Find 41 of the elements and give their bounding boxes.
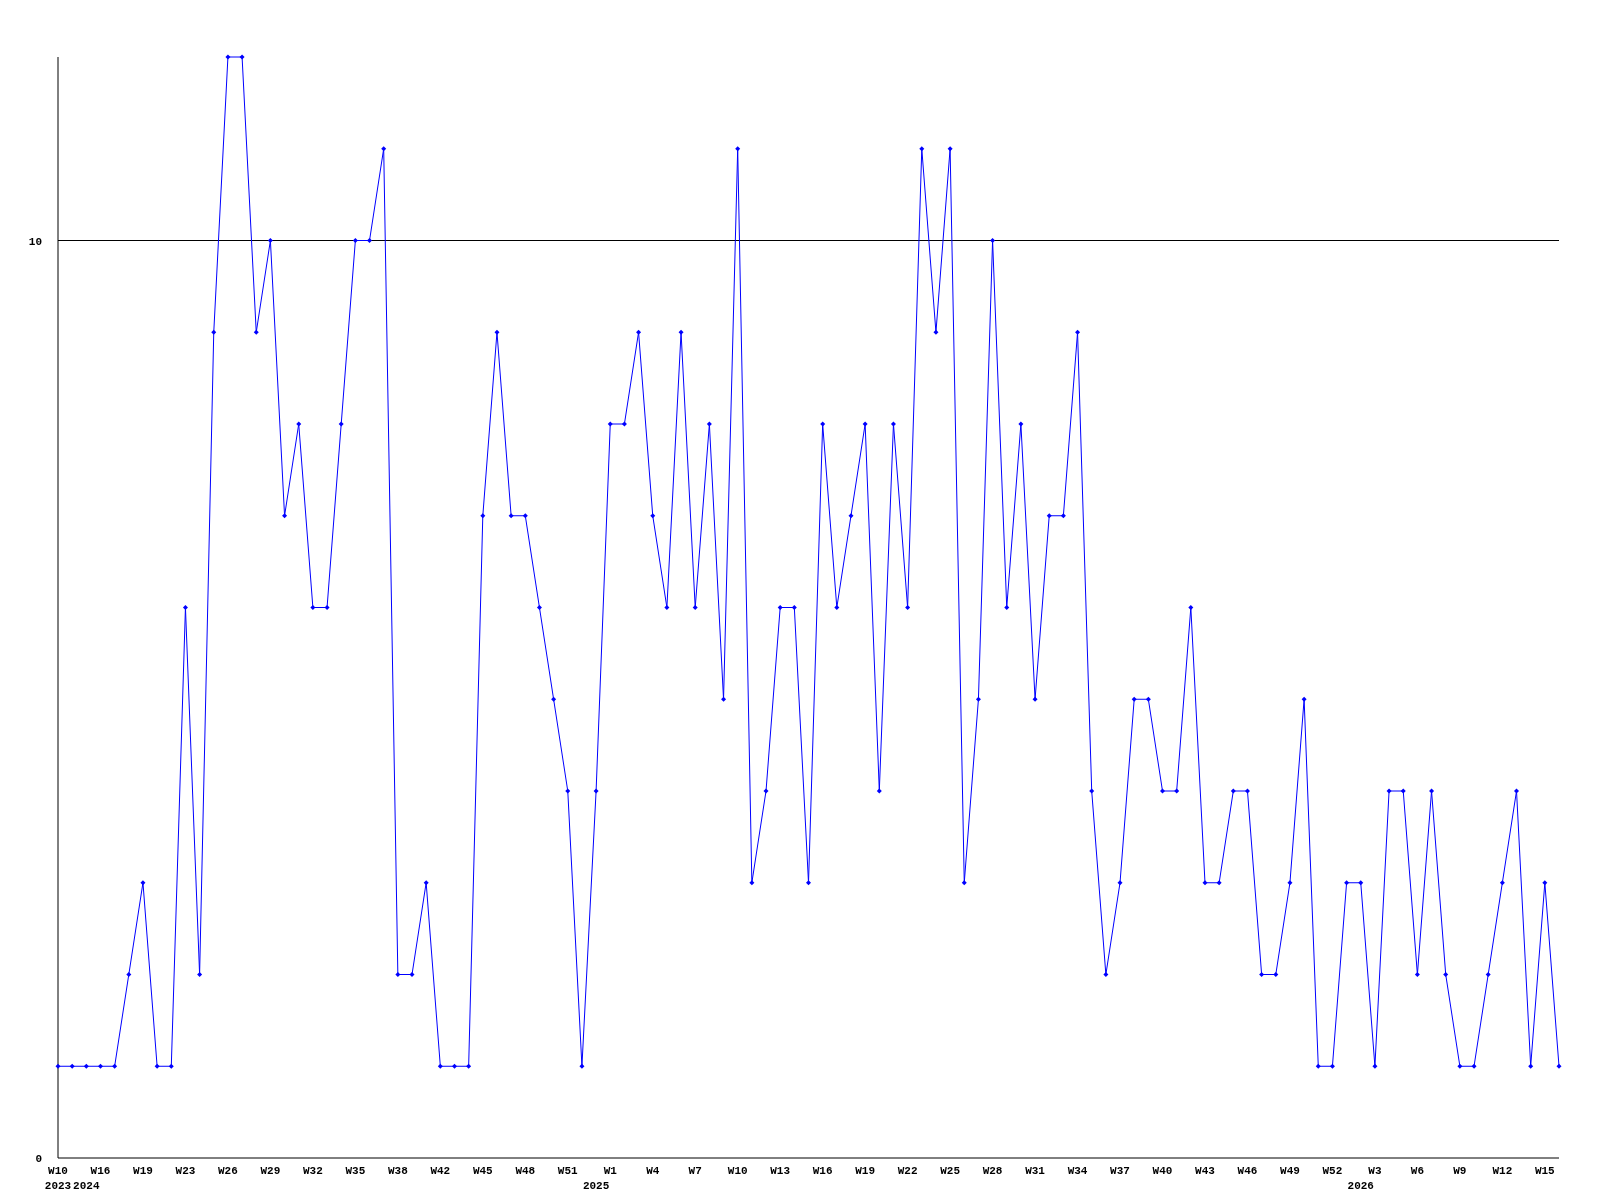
x-tick-label: W28 bbox=[982, 1165, 1003, 1177]
x-tick-label: W42 bbox=[430, 1165, 451, 1177]
x-tick-label: W45 bbox=[472, 1165, 494, 1177]
x-tick-label: W10 2023 bbox=[44, 1165, 72, 1192]
x-tick-label: W1 bbox=[603, 1165, 618, 1177]
x-tick-label: W31 bbox=[1025, 1165, 1046, 1177]
x-tick-label: W51 bbox=[557, 1165, 579, 1177]
x-tick-label: W32 bbox=[302, 1165, 323, 1177]
x-tick-label: W48 bbox=[515, 1165, 536, 1177]
x-tick-label: W37 bbox=[1110, 1165, 1130, 1177]
y-tick-label: 0 bbox=[35, 1153, 42, 1165]
x-tick-label: W9 bbox=[1453, 1165, 1467, 1177]
x-tick-label: W23 bbox=[175, 1165, 196, 1177]
x-tick-label: W12 bbox=[1492, 1165, 1513, 1177]
x-tick-label: W10 bbox=[727, 1165, 748, 1177]
x-tick-label: W29 bbox=[260, 1165, 281, 1177]
x-tick-label: 2024 bbox=[73, 1180, 100, 1192]
x-tick-label: W4 bbox=[646, 1165, 660, 1177]
y-tick-label: 10 bbox=[28, 235, 42, 248]
x-tick-label: W6 bbox=[1410, 1165, 1424, 1177]
x-tick-label: W35 bbox=[345, 1165, 366, 1177]
x-tick-label: W49 bbox=[1280, 1165, 1300, 1177]
x-tick-label: W3 bbox=[1368, 1165, 1382, 1177]
x-tick-label: W52 bbox=[1322, 1165, 1343, 1177]
x-tick-label: W7 bbox=[688, 1165, 702, 1177]
x-tick-label: W34 bbox=[1067, 1165, 1088, 1177]
x-tick-label: 2025 bbox=[582, 1180, 610, 1192]
x-tick-label: W13 bbox=[770, 1165, 791, 1177]
x-tick-label: W16 bbox=[812, 1165, 833, 1177]
x-tick-label: W19 bbox=[133, 1165, 153, 1177]
x-tick-label: W16 bbox=[90, 1165, 111, 1177]
x-tick-label: W40 bbox=[1152, 1165, 1173, 1177]
x-tick-label: W25 bbox=[940, 1165, 961, 1177]
x-tick-label: W46 bbox=[1237, 1165, 1258, 1177]
x-tick-label: W43 bbox=[1195, 1165, 1216, 1177]
x-tick-label: W19 bbox=[855, 1165, 876, 1177]
x-tick-label: W22 bbox=[897, 1165, 918, 1177]
x-tick-label: 2026 bbox=[1347, 1180, 1374, 1192]
x-tick-label: W15 bbox=[1534, 1165, 1556, 1177]
x-tick-label: W26 bbox=[218, 1165, 238, 1177]
x-tick-label: W38 bbox=[387, 1165, 409, 1177]
